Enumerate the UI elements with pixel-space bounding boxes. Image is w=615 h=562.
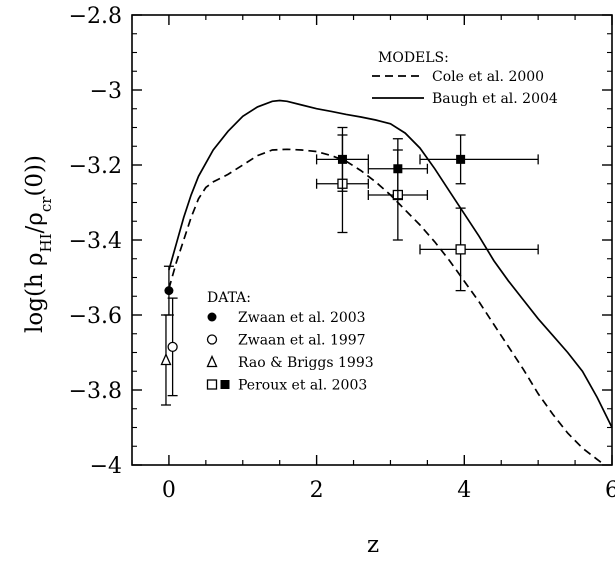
- filled-square-data-point: [337, 154, 347, 164]
- x-tick-label: 2: [310, 478, 324, 503]
- y-tick-label: −2.8: [69, 4, 122, 29]
- x-tick-label: 4: [457, 478, 471, 503]
- y-axis-label-pre: log(h ρ: [22, 252, 48, 333]
- y-tick-label: −3.8: [69, 379, 122, 404]
- y-axis-label-mid: /ρ: [22, 212, 48, 233]
- filled-circle-data-point: [164, 286, 174, 296]
- legend-marker-filled-square: [220, 380, 230, 389]
- legend-marker-filled-circle: [207, 312, 217, 322]
- legend-model-label: Baugh et al. 2004: [432, 91, 558, 107]
- legend-marker-open-circle: [206, 334, 218, 345]
- axis-ticks: 0 2 4 6 −4 −3.8 −3.6 −3.4 −3.2 −3 −2.8: [69, 4, 615, 503]
- legend-data-label: Zwaan et al. 2003: [238, 310, 366, 326]
- legend-data-label: Zwaan et al. 1997: [238, 333, 366, 349]
- open-circle-data-point: [167, 341, 178, 353]
- filled-square-data-point: [393, 164, 403, 174]
- legend-marker-open-square: [206, 379, 218, 390]
- legend-data-label: Rao & Briggs 1993: [238, 355, 374, 371]
- cole-2000-curve: [168, 148, 606, 466]
- legend-models-heading: MODELS:: [378, 50, 449, 66]
- baugh-2004-curve: [168, 99, 613, 428]
- data-points: [160, 126, 539, 406]
- legend-data-label: Peroux et al. 2003: [238, 378, 367, 394]
- y-tick-label: −3.4: [69, 229, 122, 254]
- y-axis-label: log(h ρHI/ρcr(0)): [22, 155, 55, 333]
- y-tick-label: −3.2: [69, 154, 122, 179]
- legend-model-label: Cole et al. 2000: [432, 69, 544, 85]
- legend-models: MODELS: Cole et al. 2000 Baugh et al. 200…: [372, 50, 558, 107]
- x-tick-label: 6: [605, 478, 615, 503]
- filled-square-data-point: [456, 154, 466, 164]
- legend-data-heading: DATA:: [207, 290, 251, 306]
- x-tick-label: 0: [162, 478, 176, 503]
- open-square-data-point: [455, 244, 466, 255]
- y-tick-label: −3: [90, 79, 122, 104]
- y-axis-label-sub1: HI: [37, 233, 55, 252]
- legend-marker-open-triangle: [206, 354, 218, 368]
- y-tick-label: −3.6: [69, 304, 122, 329]
- model-curves: [168, 99, 613, 466]
- y-axis-label-post: (0)): [22, 155, 48, 197]
- open-triangle-data-point: [160, 352, 172, 366]
- y-tick-label: −4: [90, 454, 122, 479]
- legend-data: DATA: Zwaan et al. 2003 Zwaan et al. 1997…: [206, 290, 374, 394]
- y-axis-label-sub2: cr: [37, 196, 55, 212]
- x-axis-label: z: [367, 532, 379, 558]
